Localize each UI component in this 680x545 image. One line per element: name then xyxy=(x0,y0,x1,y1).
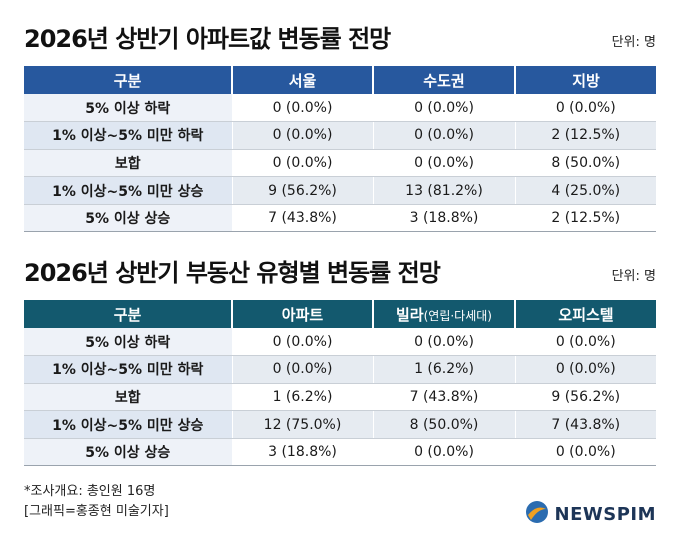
table1-header-category: 구분 xyxy=(24,66,232,94)
cell: 2 (12.5%) xyxy=(514,204,656,233)
table1-header-seoul: 서울 xyxy=(231,66,373,94)
cell: 13 (81.2%) xyxy=(372,176,515,205)
cell: 7 (43.8%) xyxy=(372,383,515,412)
table2: 구분 아파트 빌라(연립·다세대) 오피스텔 5% 이상 하락 0 (0.0%)… xyxy=(24,300,656,467)
table2-unit: 단위: 명 xyxy=(611,269,656,284)
footnote: *조사개요: 총인원 16명 [그래픽=홍종현 미술기자] xyxy=(24,482,169,522)
cell: 7 (43.8%) xyxy=(514,410,656,439)
row-label: 1% 이상~5% 미만 상승 xyxy=(24,410,232,439)
table2-header-apartment: 아파트 xyxy=(231,300,373,328)
row-label: 보합 xyxy=(24,149,232,178)
row-label: 1% 이상~5% 미만 하락 xyxy=(24,355,232,384)
row-label: 1% 이상~5% 미만 하락 xyxy=(24,121,232,150)
table2-header-row: 구분 아파트 빌라(연립·다세대) 오피스텔 xyxy=(24,300,656,328)
newspim-logo: NEWSPIM xyxy=(525,500,656,528)
table-row: 1% 이상~5% 미만 하락 0 (0.0%) 1 (6.2%) 0 (0.0%… xyxy=(24,355,656,384)
cell: 0 (0.0%) xyxy=(231,355,373,384)
table-row: 1% 이상~5% 미만 상승 9 (56.2%) 13 (81.2%) 4 (2… xyxy=(24,176,656,205)
table1-unit: 단위: 명 xyxy=(611,35,656,50)
cell: 0 (0.0%) xyxy=(372,438,515,467)
cell: 2 (12.5%) xyxy=(514,121,656,150)
table1: 구분 서울 수도권 지방 5% 이상 하락 0 (0.0%) 0 (0.0%) … xyxy=(24,66,656,233)
row-label: 5% 이상 상승 xyxy=(24,438,232,467)
cell: 9 (56.2%) xyxy=(231,176,373,205)
survey-note: *조사개요: 총인원 16명 xyxy=(24,484,156,499)
table1-header-row: 구분 서울 수도권 지방 xyxy=(24,66,656,94)
row-label: 보합 xyxy=(24,383,232,412)
cell: 4 (25.0%) xyxy=(514,176,656,205)
cell: 12 (75.0%) xyxy=(231,410,373,439)
cell: 0 (0.0%) xyxy=(372,149,515,178)
table-row: 5% 이상 하락 0 (0.0%) 0 (0.0%) 0 (0.0%) xyxy=(24,328,656,357)
cell: 0 (0.0%) xyxy=(514,94,656,123)
table2-title: 2026년 상반기 부동산 유형별 변동률 전망 xyxy=(24,259,441,287)
table1-header-capital-area: 수도권 xyxy=(372,66,515,94)
cell: 8 (50.0%) xyxy=(372,410,515,439)
cell: 0 (0.0%) xyxy=(372,328,515,357)
graphic-credit: [그래픽=홍종현 미술기자] xyxy=(24,504,169,519)
newspim-logo-text: NEWSPIM xyxy=(554,503,656,525)
cell: 0 (0.0%) xyxy=(372,121,515,150)
cell: 0 (0.0%) xyxy=(231,328,373,357)
villa-label: 빌라 xyxy=(396,305,424,324)
section-apartment-outlook: 2026년 상반기 아파트값 변동률 전망 단위: 명 구분 서울 수도권 지방… xyxy=(24,18,656,233)
newspim-logo-icon xyxy=(525,500,549,528)
villa-sublabel: (연립·다세대) xyxy=(423,308,492,323)
table-row: 5% 이상 하락 0 (0.0%) 0 (0.0%) 0 (0.0%) xyxy=(24,94,656,123)
table-row: 보합 1 (6.2%) 7 (43.8%) 9 (56.2%) xyxy=(24,383,656,412)
cell: 3 (18.8%) xyxy=(231,438,373,467)
table1-header-regions: 지방 xyxy=(514,66,656,94)
cell: 0 (0.0%) xyxy=(514,328,656,357)
table1-title: 2026년 상반기 아파트값 변동률 전망 xyxy=(24,25,391,53)
row-label: 1% 이상~5% 미만 상승 xyxy=(24,176,232,205)
cell: 1 (6.2%) xyxy=(231,383,373,412)
section-property-type-outlook: 2026년 상반기 부동산 유형별 변동률 전망 단위: 명 구분 아파트 빌라… xyxy=(24,252,656,467)
cell: 0 (0.0%) xyxy=(514,355,656,384)
row-label: 5% 이상 하락 xyxy=(24,94,232,123)
cell: 8 (50.0%) xyxy=(514,149,656,178)
table-row: 1% 이상~5% 미만 상승 12 (75.0%) 8 (50.0%) 7 (4… xyxy=(24,410,656,439)
row-label: 5% 이상 하락 xyxy=(24,328,232,357)
cell: 3 (18.8%) xyxy=(372,204,515,233)
cell: 7 (43.8%) xyxy=(231,204,373,233)
cell: 0 (0.0%) xyxy=(231,94,373,123)
cell: 0 (0.0%) xyxy=(514,438,656,467)
table-row: 보합 0 (0.0%) 0 (0.0%) 8 (50.0%) xyxy=(24,149,656,178)
table-row: 1% 이상~5% 미만 하락 0 (0.0%) 0 (0.0%) 2 (12.5… xyxy=(24,121,656,150)
table-row: 5% 이상 상승 3 (18.8%) 0 (0.0%) 0 (0.0%) xyxy=(24,438,656,467)
cell: 0 (0.0%) xyxy=(231,121,373,150)
cell: 9 (56.2%) xyxy=(514,383,656,412)
row-label: 5% 이상 상승 xyxy=(24,204,232,233)
table-row: 5% 이상 상승 7 (43.8%) 3 (18.8%) 2 (12.5%) xyxy=(24,204,656,233)
table2-header-category: 구분 xyxy=(24,300,232,328)
cell: 0 (0.0%) xyxy=(372,94,515,123)
cell: 0 (0.0%) xyxy=(231,149,373,178)
table2-header-villa: 빌라(연립·다세대) xyxy=(372,300,515,328)
cell: 1 (6.2%) xyxy=(372,355,515,384)
table2-header-officetel: 오피스텔 xyxy=(514,300,656,328)
